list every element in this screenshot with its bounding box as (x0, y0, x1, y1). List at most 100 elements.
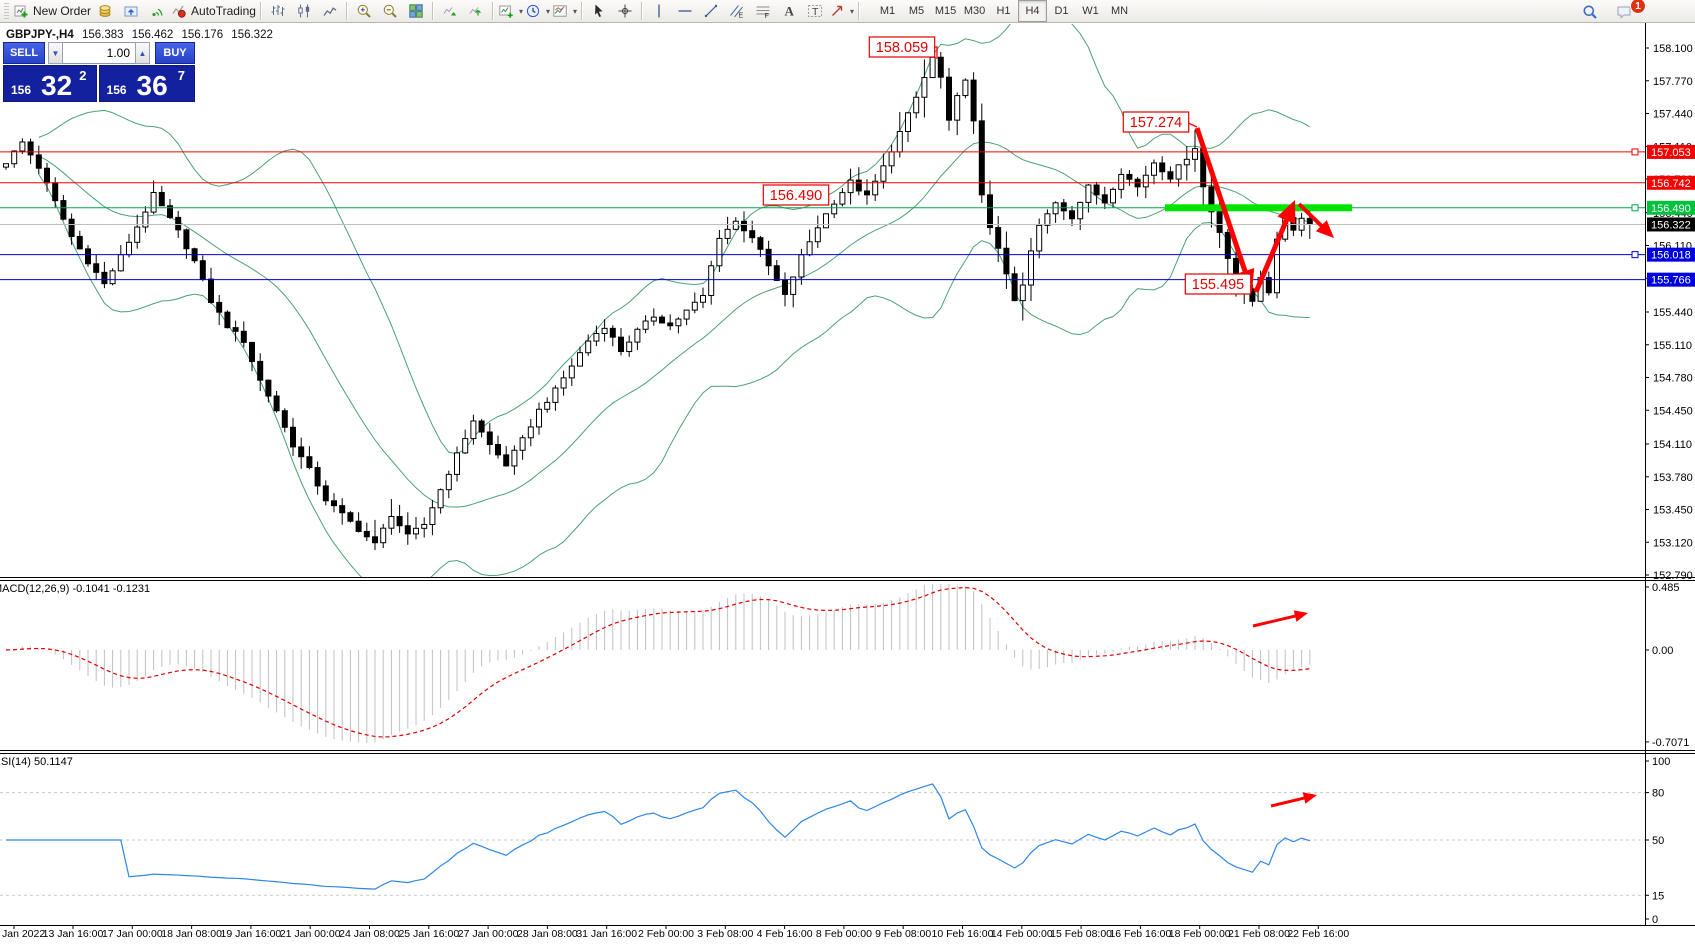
timeframe-h1-button[interactable]: H1 (996, 5, 1011, 17)
trendline-icon (704, 4, 718, 18)
channel-button[interactable]: E (724, 0, 750, 22)
trend-arrowhead (1277, 200, 1296, 225)
fibonacci-button[interactable]: F (750, 0, 776, 22)
candle (216, 301, 223, 313)
resistance-band[interactable] (1165, 204, 1352, 212)
dropdown-caret-icon[interactable]: ▾ (518, 6, 523, 16)
macd-axis-label: 0.00 (1652, 645, 1673, 657)
text-button[interactable]: A (776, 0, 802, 22)
autotrading-button[interactable]: AutoTrading (170, 0, 257, 22)
trend-arrow[interactable] (1252, 613, 1301, 628)
templates-button[interactable]: ▾ (551, 0, 578, 22)
new-order-icon (14, 5, 28, 18)
new-chart-button[interactable]: ▾ (497, 0, 524, 22)
dropdown-caret-icon[interactable]: ▾ (545, 6, 550, 16)
toolbar-separator (345, 2, 348, 20)
time-label: 27 Jan 00:00 (458, 928, 519, 940)
time-label: 24 Jan 08:00 (339, 928, 400, 940)
candle (708, 265, 715, 297)
candlestick-button[interactable] (291, 0, 317, 22)
time-label: 21 Jan 00:00 (280, 928, 341, 940)
candle (306, 456, 313, 469)
price-axis[interactable]: 158.100157.770157.440157.110156.780156.4… (1645, 43, 1695, 582)
timeframe-m15-button[interactable]: M15 (934, 5, 957, 17)
price-tag-box[interactable] (868, 36, 936, 58)
timeframe-m1-button[interactable]: M1 (879, 5, 896, 17)
price-tag-157.274: 157.274 (1130, 115, 1182, 131)
publish-icon (124, 6, 138, 17)
candle (372, 536, 378, 544)
price-label-bg (1647, 247, 1695, 262)
zoom-out-button[interactable] (377, 0, 403, 22)
bollinger-middle-band (38, 141, 1310, 508)
toolbar-separator (259, 2, 262, 20)
volume-increase-button[interactable]: ▲ (135, 42, 150, 64)
candle (552, 387, 559, 403)
timeframe-mn-button[interactable]: MN (1110, 5, 1129, 17)
line-chart-button[interactable] (317, 0, 343, 22)
chart-ohlc-header: GBPJPY-,H4 156.383 156.462 156.176 156.3… (6, 29, 278, 41)
trend-arrow[interactable] (1270, 795, 1310, 808)
candle (806, 241, 813, 256)
line-chart-icon (323, 7, 337, 16)
cursor-button[interactable] (586, 0, 612, 22)
candle (1101, 194, 1108, 204)
toolbar-grip[interactable] (4, 3, 9, 19)
timeframe-w1-button[interactable]: W1 (1082, 5, 1099, 17)
sell-button[interactable]: SELL (3, 42, 45, 64)
coins-button[interactable] (92, 0, 118, 22)
timeframe-d1-button[interactable]: D1 (1054, 5, 1069, 17)
timeframe-m30-button[interactable]: M30 (963, 5, 986, 17)
trendline-button[interactable] (698, 0, 724, 22)
bar-chart-button[interactable] (265, 0, 291, 22)
hline-button[interactable] (672, 0, 698, 22)
timeframe-m5-button[interactable]: M5 (908, 5, 925, 17)
timeframe-h4-button[interactable]: H4 (1018, 0, 1048, 22)
publish-button[interactable] (118, 0, 144, 22)
candle (1060, 202, 1067, 212)
horizontal-lines[interactable] (0, 148, 1645, 281)
periods-button[interactable]: ▾ (524, 0, 551, 22)
vline-button[interactable] (646, 0, 672, 22)
signal-button[interactable] (144, 0, 170, 22)
candle (609, 327, 616, 338)
volume-decrease-button[interactable]: ▼ (48, 42, 63, 64)
buy-price-display[interactable]: 156 36 7 (98, 65, 195, 102)
label-button[interactable]: T (802, 0, 828, 22)
candle (52, 182, 59, 202)
chat-icon[interactable]: 1 (1611, 0, 1646, 23)
new-order-label: New Order (33, 4, 92, 18)
analyst-annotations[interactable]: 158.059 157.274 156.490 155.495 (762, 36, 1352, 808)
price-label-bg (1647, 200, 1695, 215)
crosshair-button[interactable] (612, 0, 638, 22)
hline-handle[interactable] (1631, 204, 1639, 212)
hline-handle[interactable] (1631, 251, 1639, 259)
arrows-button[interactable]: ▾ (828, 0, 855, 22)
candle (921, 77, 928, 98)
sell-price-display[interactable]: 156 32 2 (3, 65, 97, 102)
price-tag-box[interactable] (762, 184, 830, 206)
tile-windows-button[interactable] (403, 0, 429, 22)
candle (855, 179, 862, 192)
new-order-button[interactable]: New Order (12, 0, 92, 22)
zoom-in-button[interactable] (351, 0, 377, 22)
price-tag-box[interactable] (1184, 273, 1252, 295)
auto-scroll-button[interactable] (437, 0, 463, 22)
price-tag-box[interactable] (1122, 111, 1190, 133)
trend-arrow[interactable] (1253, 210, 1293, 293)
dropdown-caret-icon[interactable]: ▾ (850, 6, 855, 16)
buy-button[interactable]: BUY (155, 42, 195, 64)
dropdown-caret-icon[interactable]: ▾ (572, 6, 577, 16)
chart-shift-button[interactable] (463, 0, 489, 22)
hline-handle[interactable] (1631, 148, 1639, 156)
volume-input[interactable] (63, 42, 135, 64)
search-icon[interactable] (1577, 1, 1603, 23)
candle (478, 420, 485, 433)
trend-arrow[interactable] (1194, 127, 1251, 281)
sell-price-figure: 156 (11, 83, 32, 97)
candle (19, 141, 26, 152)
